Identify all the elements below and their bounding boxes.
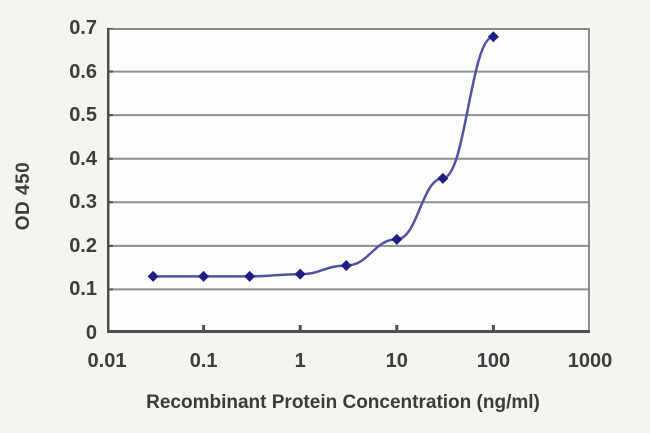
x-tick-label: 0.1 xyxy=(189,350,218,372)
y-axis-title: OD 450 xyxy=(13,161,34,231)
data-point-marker xyxy=(147,270,159,282)
data-point-marker xyxy=(391,233,403,245)
y-tick-label: 0 xyxy=(85,322,97,344)
data-series-svg xyxy=(107,28,590,333)
y-tick-label: 0.3 xyxy=(69,191,97,214)
data-point-marker xyxy=(340,259,352,271)
plot-area xyxy=(107,28,590,333)
y-tick-label: 0.5 xyxy=(69,104,97,127)
x-tick-label: 1 xyxy=(294,350,306,372)
x-tick-label: 10 xyxy=(385,350,408,372)
data-point-marker xyxy=(244,270,256,282)
data-point-marker xyxy=(487,31,499,43)
data-point-marker xyxy=(294,268,306,280)
y-tick-label: 0.4 xyxy=(69,147,97,170)
y-tick-label: 0.1 xyxy=(69,278,97,301)
x-axis-title: Recombinant Protein Concentration (ng/ml… xyxy=(146,392,540,413)
x-tick-label: 1000 xyxy=(567,350,613,372)
y-tick-label: 0.6 xyxy=(69,60,97,83)
data-point-marker xyxy=(198,270,210,282)
y-tick-label: 0.7 xyxy=(69,17,97,39)
data-line xyxy=(153,35,494,278)
x-tick-label: 100 xyxy=(476,350,511,372)
data-point-marker xyxy=(437,172,449,184)
y-tick-label: 0.2 xyxy=(69,234,97,257)
x-tick-label: 0.01 xyxy=(87,350,127,372)
